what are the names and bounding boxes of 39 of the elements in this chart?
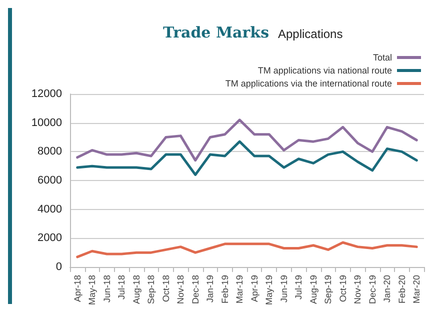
x-tick-label: Feb-20 [396,275,407,304]
y-tick-label: 6000 [38,174,62,186]
line-series [76,140,418,176]
x-tick-label: Sep-19 [323,275,334,304]
x-tick-label: Feb-19 [220,275,230,304]
x-tick-label: Jan-19 [205,275,216,303]
line-series [76,241,418,258]
x-tick-label: Jun-18 [102,275,112,303]
y-tick-label: 10000 [31,116,62,129]
x-tick-label: Apr-19 [249,275,260,302]
x-tick-label: Dec-19 [367,275,378,304]
x-tick-label: Jan-20 [382,275,392,303]
line-series [76,118,418,162]
chart-subtitle: Applications [278,27,343,41]
x-tick-label: May-18 [87,275,98,306]
y-tick-label: 8000 [38,146,62,158]
y-tick-label: 4000 [38,203,62,216]
x-tick-label: Mar-19 [234,275,245,304]
x-tick-label: Apr-18 [72,275,82,302]
x-tick-label: Mar-20 [412,275,422,304]
x-tick-label: Nov-19 [352,275,363,304]
x-tick-label: Sep-18 [146,275,156,304]
x-tick-label: Oct-18 [160,275,171,302]
x-tick-label: Jun-19 [278,275,289,303]
y-tick-label: 0 [56,261,62,273]
x-tick-label: Aug-18 [131,275,142,304]
legend-label: TM applications via national route [258,66,392,76]
x-tick-label: Oct-19 [338,275,348,302]
x-tick-label: Jul-18 [116,275,127,300]
chart-title: Trade Marks [163,24,270,42]
x-tick-label: Dec-18 [190,275,200,304]
x-tick-label: Aug-19 [308,275,318,304]
x-tick-label: Nov-18 [176,275,186,304]
x-tick-label: Jul-19 [294,275,304,300]
y-tick-label: 12000 [31,88,62,100]
legend-label: Total [372,52,392,62]
legend-label: TM applications via the international route [225,78,392,88]
x-tick-label: May-19 [264,275,274,306]
y-tick-label: 2000 [38,232,62,244]
